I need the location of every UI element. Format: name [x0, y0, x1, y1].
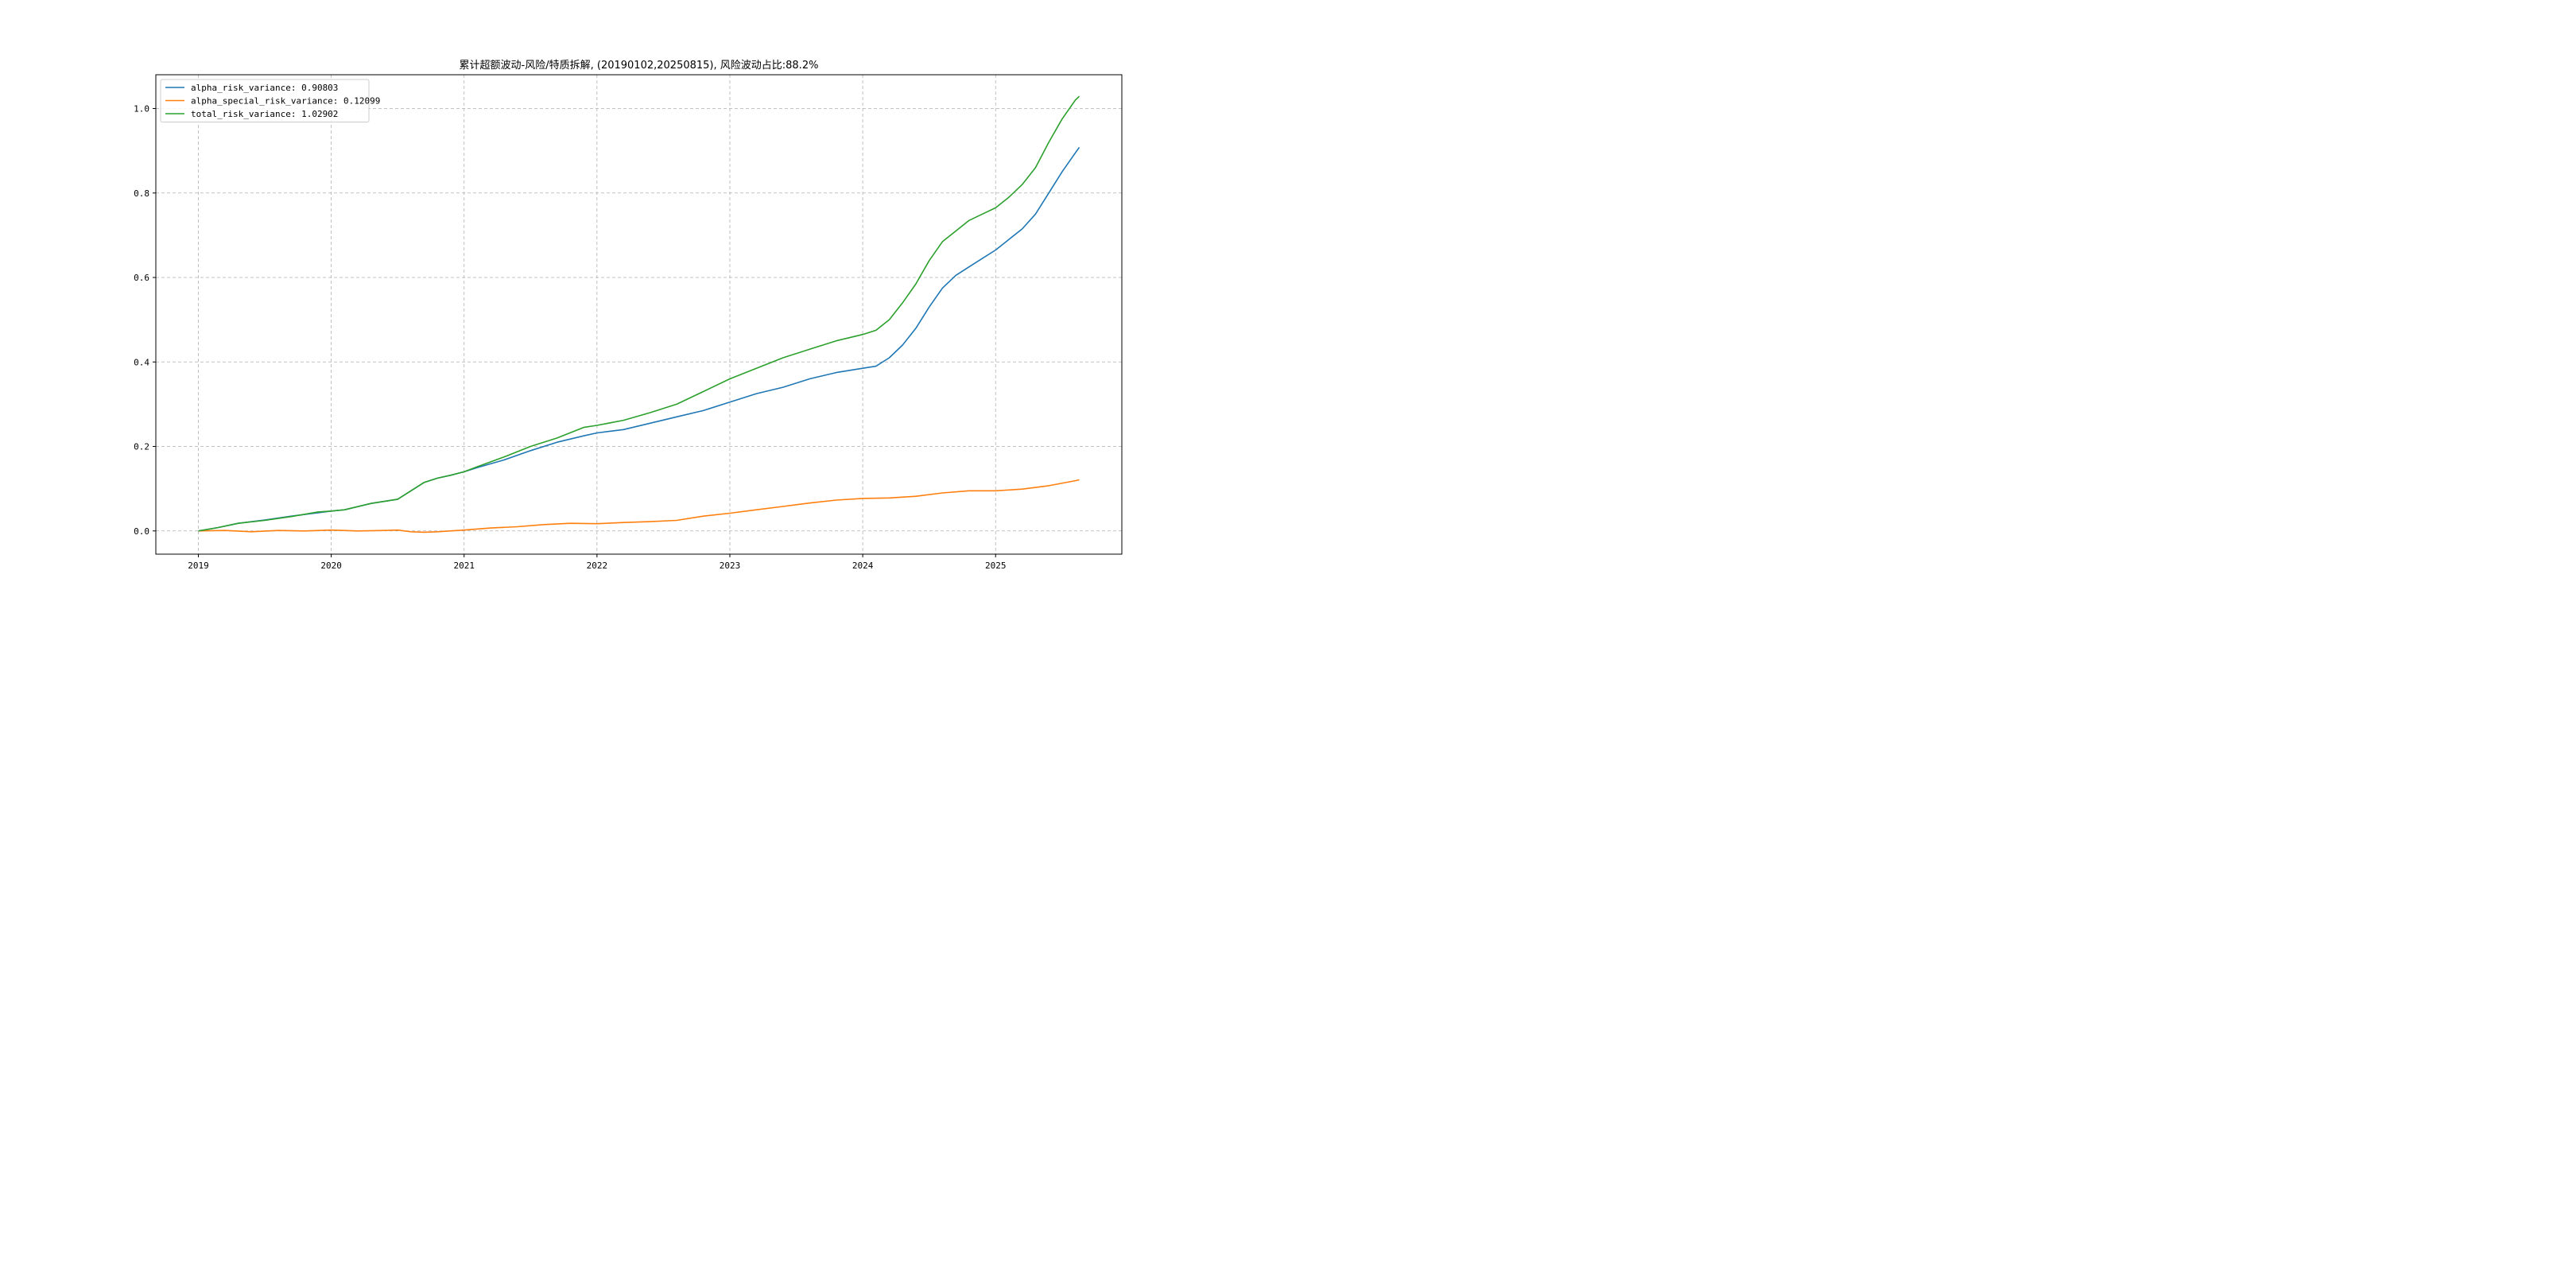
plot-frame	[155, 74, 1123, 555]
series-line-2	[198, 95, 1080, 532]
y-tick-label: 0.6	[134, 273, 149, 283]
x-tick-label: 2020	[320, 561, 342, 571]
y-tick-label: 0.8	[134, 188, 149, 199]
series-layer	[198, 95, 1080, 533]
x-tick-label: 2025	[985, 561, 1007, 571]
legend: alpha_risk_variance: 0.90803 alpha_specia…	[160, 79, 380, 122]
x-tick-label: 2023	[720, 561, 741, 571]
chart-title: 累计超额波动-风险/特质拆解, (20190102,20250815), 风险波…	[460, 60, 819, 72]
x-tick-label: 2021	[453, 561, 475, 571]
y-tick-label: 0.4	[134, 357, 149, 367]
series-line-0	[198, 146, 1080, 532]
series-line-1	[198, 479, 1080, 533]
legend-label: alpha_special_risk_variance: 0.12099	[191, 96, 380, 107]
x-tick-label: 2024	[852, 561, 874, 571]
x-tick-label: 2022	[587, 561, 608, 571]
legend-label: alpha_risk_variance: 0.90803	[191, 83, 338, 93]
y-tick-label: 0.2	[134, 442, 149, 452]
y-tick-label: 1.0	[134, 104, 149, 114]
legend-box	[160, 79, 370, 122]
legend-label: total_risk_variance: 1.02902	[191, 109, 338, 119]
x-tick-label: 2019	[188, 561, 209, 571]
ticks-layer: 2019 2020 2021 2022 2023 2024 2025 0.0 0.2 0.4 0.6…	[134, 104, 1006, 571]
y-tick-label: 0.0	[134, 526, 149, 537]
grid-layer	[156, 75, 1122, 554]
chart: 2019 2020 2021 2022 2023 2024 2025 0.0 0.2 0.4 0.6…	[134, 60, 1123, 571]
